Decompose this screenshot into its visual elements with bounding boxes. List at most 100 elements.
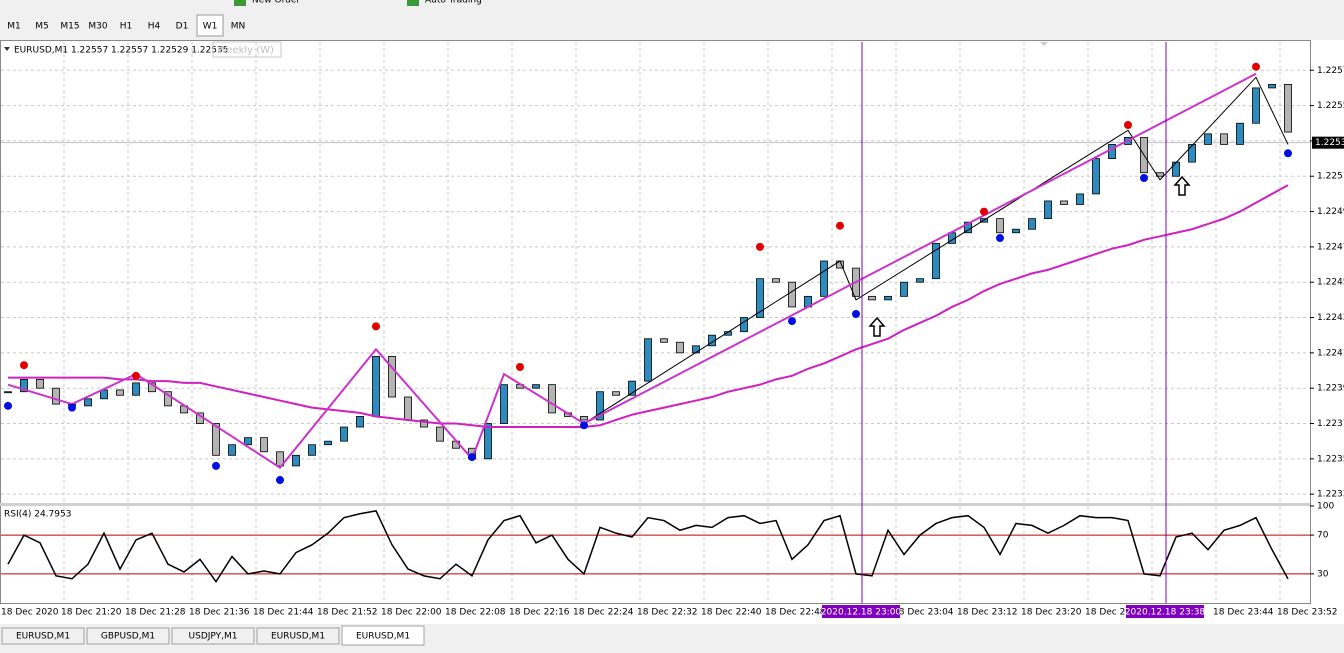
candle <box>692 345 700 354</box>
toolbar-button[interactable]: New Order <box>252 0 300 6</box>
marker-box <box>822 605 900 618</box>
time-label: 18 Dec 22:00 <box>381 608 442 618</box>
y-tick-label: 1.2235 <box>1317 454 1344 464</box>
tab[interactable] <box>86 627 170 645</box>
time-label: 18 Dec 21:44 <box>253 608 314 618</box>
toolbar-icon[interactable] <box>234 0 246 6</box>
collapse-icon[interactable] <box>4 47 10 51</box>
candle <box>756 278 764 318</box>
timeframe-button[interactable] <box>29 15 55 36</box>
shift-marker <box>1040 42 1048 46</box>
candle <box>292 454 300 467</box>
candle <box>788 281 796 308</box>
toolbar <box>0 0 1344 13</box>
low-dot <box>852 310 860 319</box>
time-label: 18 Dec 21:36 <box>189 608 250 618</box>
y-tick-label: 70 <box>1317 531 1329 541</box>
zigzag <box>7 72 1257 470</box>
candle <box>260 437 268 453</box>
y-tick-label: 1.2255 <box>1317 101 1344 111</box>
price-axis <box>1311 40 1344 604</box>
candle <box>388 355 396 398</box>
timeframe-button[interactable] <box>141 15 167 36</box>
y-tick-label: 1.2233 <box>1317 490 1344 500</box>
candle <box>84 398 92 407</box>
tab[interactable] <box>1 627 85 645</box>
candle <box>228 444 236 456</box>
candle <box>596 391 604 421</box>
high-dot <box>372 322 380 331</box>
marker-box <box>1126 605 1204 618</box>
timeframe-label[interactable]: MN <box>231 22 246 32</box>
low-dot <box>1284 149 1292 158</box>
low-dot <box>68 403 76 412</box>
time-label: 18 Dec 23:52 <box>1277 608 1338 618</box>
time-label: 18 Dec 22:24 <box>573 608 634 618</box>
candle <box>1268 83 1276 89</box>
candle <box>740 317 748 333</box>
candle <box>660 338 668 343</box>
candle <box>1172 161 1180 177</box>
high-dot <box>516 362 524 371</box>
timeframe-button[interactable] <box>57 15 83 36</box>
candle <box>676 341 684 354</box>
low-dot <box>276 476 284 485</box>
timeframe-label[interactable]: M15 <box>60 22 79 32</box>
timeframe-label[interactable]: H1 <box>120 22 133 32</box>
candle <box>1060 200 1068 205</box>
tab-label[interactable]: GBPUSD,M1 <box>101 632 155 642</box>
candle <box>132 382 140 396</box>
timeframe-label[interactable]: M1 <box>7 22 21 32</box>
tab-label[interactable]: EURUSD,M1 <box>356 632 410 642</box>
panel-separator <box>0 503 1310 506</box>
timeframe-label[interactable]: M30 <box>88 22 107 32</box>
timeframe-label[interactable]: W1 <box>203 22 218 32</box>
timeframe-button[interactable] <box>85 15 111 36</box>
timeframe-button[interactable] <box>196 14 224 37</box>
chart-frame <box>0 40 1311 604</box>
tab-label[interactable]: EURUSD,M1 <box>16 632 70 642</box>
high-dot <box>756 242 764 251</box>
tab-label[interactable]: USDJPY,M1 <box>189 632 238 642</box>
candle <box>1220 133 1228 145</box>
candle <box>1188 144 1196 163</box>
time-label: 18 Dec 22:40 <box>701 608 762 618</box>
candle <box>212 423 220 456</box>
high-dot <box>1252 62 1260 71</box>
timeframe-label[interactable]: M5 <box>35 22 49 32</box>
tab-label[interactable]: EURUSD,M1 <box>271 632 325 642</box>
high-dot <box>132 371 140 380</box>
toolbar-icon[interactable] <box>407 0 419 6</box>
tab[interactable] <box>256 627 340 645</box>
tab[interactable] <box>341 625 425 646</box>
candle <box>276 451 284 467</box>
chart-subtitle: Weekly (W) <box>217 45 274 56</box>
tab[interactable] <box>171 627 255 645</box>
candle <box>324 440 332 446</box>
timeframe-button[interactable] <box>169 15 195 36</box>
low-dot <box>788 317 796 326</box>
candle <box>1236 122 1244 145</box>
timeframe-button[interactable] <box>113 15 139 36</box>
y-tick-label: 1.2239 <box>1317 384 1344 394</box>
candle <box>500 384 508 424</box>
time-label: 18 Dec 22:16 <box>509 608 570 618</box>
timeframe-button[interactable] <box>1 15 27 36</box>
toolbar-button[interactable]: Auto Trading <box>425 0 482 6</box>
candle <box>772 278 780 283</box>
high-dot <box>1124 121 1132 130</box>
candle <box>532 384 540 389</box>
y-tick-label: 1.2257 <box>1317 66 1344 76</box>
candle <box>612 391 620 396</box>
timeframe-label[interactable]: D1 <box>176 22 189 32</box>
timeframe-label[interactable]: H4 <box>148 22 161 32</box>
candle <box>244 437 252 446</box>
time-label: 18 Dec 21:28 <box>125 608 186 618</box>
timeframe-button[interactable] <box>225 15 251 36</box>
candle <box>628 380 636 396</box>
candle <box>420 419 428 428</box>
low-dot <box>1140 174 1148 183</box>
high-dot <box>980 207 988 216</box>
